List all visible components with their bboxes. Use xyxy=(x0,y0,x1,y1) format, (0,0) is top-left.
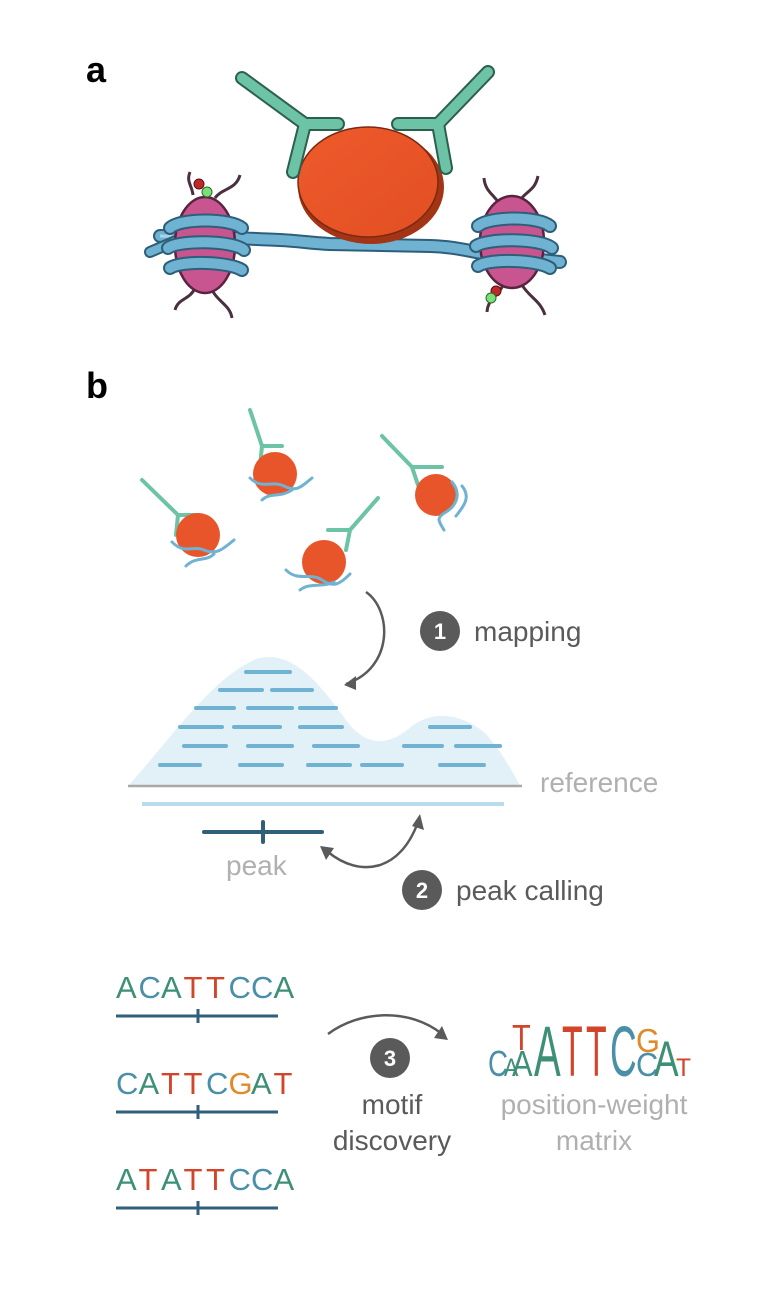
base-letter: T xyxy=(161,1066,180,1101)
logo-letter: C xyxy=(488,1044,508,1084)
base-letter: C xyxy=(229,970,251,1005)
peak-sequence: CAT T CGAT xyxy=(116,1066,293,1119)
base-letter: A xyxy=(274,970,295,1005)
base-letter: T xyxy=(274,1066,293,1101)
called-peak xyxy=(202,820,324,844)
arrowhead xyxy=(412,814,424,830)
peak-sequence: ACAT T CCA xyxy=(116,970,295,1023)
base-letter: A xyxy=(139,1066,160,1101)
fragment xyxy=(140,478,236,568)
pwm-label-line2: matrix xyxy=(556,1125,632,1156)
base-letter: T xyxy=(139,1162,158,1197)
base-letter: T xyxy=(184,970,203,1005)
arrowhead xyxy=(434,1026,448,1040)
fragment xyxy=(248,408,314,502)
logo-letter: G xyxy=(636,1022,660,1059)
logo-letter: C xyxy=(636,1046,658,1083)
sequence-text: CAT T CGAT xyxy=(116,1066,293,1101)
panel-a-illustration xyxy=(144,65,567,319)
peak-calling-arrow xyxy=(327,821,420,869)
antibody-icon xyxy=(391,65,495,175)
base-letter: A xyxy=(116,1162,137,1197)
step-badge xyxy=(420,611,460,651)
base-letter: C xyxy=(229,1162,251,1197)
peak-label: peak xyxy=(226,850,288,881)
base-letter: A xyxy=(274,1162,295,1197)
base-letter: G xyxy=(229,1066,253,1101)
logo-letter: T xyxy=(512,1019,531,1059)
logo-letter: T xyxy=(676,1055,691,1082)
logo-letter: T xyxy=(586,1011,607,1092)
base-letter: A xyxy=(251,1066,272,1101)
motif-discovery-arrow xyxy=(327,1014,443,1036)
reference-label: reference xyxy=(540,767,658,798)
logo-letter: A xyxy=(512,1045,533,1085)
arrowhead xyxy=(320,846,334,860)
step-1: 1 mapping xyxy=(420,611,581,651)
nucleosome-icon xyxy=(469,175,559,316)
sequence-text: ACAT T CCA xyxy=(116,970,295,1005)
step-number: 2 xyxy=(416,878,428,903)
protein-icon xyxy=(297,126,444,244)
logo-letter: C xyxy=(610,1012,637,1092)
nucleosome-icon xyxy=(161,171,251,319)
base-letter: C xyxy=(251,1162,273,1197)
peak-sequence: AT AT T CCA xyxy=(116,1162,295,1215)
base-letter: C xyxy=(139,970,161,1005)
step-label: peak calling xyxy=(456,875,604,906)
base-letter: T xyxy=(206,970,225,1005)
panel-label-b: b xyxy=(86,365,108,406)
base-letter: A xyxy=(161,1162,182,1197)
step-badge xyxy=(370,1038,410,1078)
base-letter: A xyxy=(161,970,182,1005)
step-3: 3 motif discovery xyxy=(333,1038,451,1156)
base-letter: A xyxy=(116,970,137,1005)
step-number: 1 xyxy=(434,619,446,644)
logo-letter: T xyxy=(562,1011,583,1092)
base-letter: C xyxy=(206,1066,228,1101)
fragment xyxy=(284,496,380,592)
mapped-reads xyxy=(158,670,502,767)
pwm-label-line1: position-weight xyxy=(501,1089,688,1120)
base-letter: T xyxy=(184,1066,203,1101)
panel-label-a: a xyxy=(86,49,107,90)
base-letter: C xyxy=(116,1066,138,1101)
step-label-line2: discovery xyxy=(333,1125,451,1156)
base-letter: C xyxy=(251,970,273,1005)
sequence-text: AT AT T CCA xyxy=(116,1162,295,1197)
step-number: 3 xyxy=(384,1046,396,1071)
step-label-line1: motif xyxy=(362,1089,423,1120)
logo-letter: A xyxy=(504,1054,519,1082)
mapping-arrow xyxy=(345,590,386,686)
base-letter: T xyxy=(184,1162,203,1197)
read-coverage xyxy=(128,657,520,786)
step-badge xyxy=(402,870,442,910)
logo-letter: A xyxy=(534,1012,561,1092)
fragment xyxy=(380,434,468,532)
arrowhead xyxy=(344,676,356,690)
logo-letter: A xyxy=(654,1032,679,1088)
base-letter: T xyxy=(206,1162,225,1197)
step-2: 2 peak calling xyxy=(402,870,604,910)
step-label: mapping xyxy=(474,616,581,647)
antibody-icon xyxy=(235,71,345,179)
chip-fragments xyxy=(140,408,468,592)
